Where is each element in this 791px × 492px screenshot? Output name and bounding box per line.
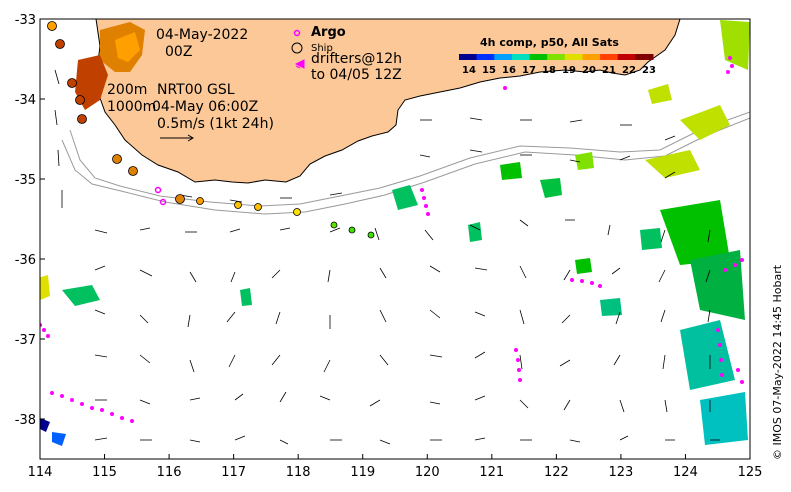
plot-frame bbox=[39, 18, 751, 460]
ship-track bbox=[47, 21, 375, 239]
x-tick-label: 114 bbox=[28, 465, 53, 480]
isobath-200m bbox=[69, 111, 750, 207]
colorbar-swatch bbox=[635, 54, 654, 60]
x-tick-label: 118 bbox=[286, 465, 311, 480]
x-tick-label: 123 bbox=[608, 465, 633, 480]
colorbar-swatch bbox=[494, 54, 513, 60]
drifters-legend-label2: to 04/05 12Z bbox=[311, 67, 402, 83]
x-tick-label: 120 bbox=[415, 465, 440, 480]
y-tick-label: -34 bbox=[15, 93, 36, 108]
colorbar-swatch bbox=[476, 54, 495, 60]
sst-patches bbox=[40, 20, 750, 446]
colorbar-swatch bbox=[564, 54, 583, 60]
scale-arrow bbox=[160, 134, 194, 142]
drifter-legend-icon bbox=[294, 59, 305, 69]
y-tick-label: -38 bbox=[15, 413, 36, 428]
sst-colorbar: 14 15 16 17 18 19 20 21 22 23 bbox=[459, 54, 656, 76]
y-tick-label: -35 bbox=[15, 173, 36, 188]
isobath-1000m bbox=[61, 117, 750, 215]
credit-text: © IMOS 07-May-2022 14:45 Hobart bbox=[771, 264, 784, 460]
colorbar-swatch bbox=[600, 54, 619, 60]
y-tick-label: -33 bbox=[15, 13, 36, 28]
colorbar-swatch bbox=[511, 54, 531, 60]
scale-label: 0.5m/s (1kt 24h) bbox=[157, 116, 274, 132]
x-tick-label: 121 bbox=[479, 465, 504, 480]
depth200-label: 200m bbox=[107, 82, 148, 98]
product-time-label: 04-May 06:00Z bbox=[152, 99, 259, 115]
colorbar-tick-label: 21 bbox=[602, 65, 616, 76]
x-axis: 114 115 116 117 118 119 120 121 122 123 124 125 bbox=[28, 454, 763, 480]
colorbar-tick-label: 19 bbox=[562, 65, 576, 76]
colorbar-tick-label: 20 bbox=[582, 65, 596, 76]
colorbar-tick-label: 18 bbox=[542, 65, 556, 76]
drifters-legend-label1: drifters@12h bbox=[311, 51, 403, 67]
y-axis: -33 -34 -35 -36 -37 -38 bbox=[15, 13, 45, 428]
x-tick-label: 125 bbox=[738, 465, 763, 480]
colorbar-swatch bbox=[547, 54, 566, 60]
hour-label: 00Z bbox=[165, 44, 193, 60]
x-tick-label: 122 bbox=[544, 465, 569, 480]
colorbar-tick-label: 15 bbox=[482, 65, 496, 76]
colorbar-swatch bbox=[459, 54, 478, 60]
x-tick-label: 124 bbox=[673, 465, 698, 480]
ship-legend-label: Ship bbox=[311, 43, 333, 54]
colorbar-tick-label: 14 bbox=[462, 65, 476, 76]
colorbar-tick-label: 17 bbox=[522, 65, 536, 76]
colorbar-tick-label: 23 bbox=[642, 65, 656, 76]
colorbar-swatch bbox=[617, 54, 636, 60]
x-tick-label: 119 bbox=[350, 465, 375, 480]
current-vectors bbox=[54, 69, 720, 445]
x-tick-label: 116 bbox=[157, 465, 182, 480]
colorbar-tick-label: 22 bbox=[622, 65, 636, 76]
colorbar-title: 4h comp, p50, All Sats bbox=[480, 36, 619, 49]
colorbar-swatch bbox=[582, 54, 601, 60]
y-tick-label: -36 bbox=[15, 253, 36, 268]
y-tick-label: -37 bbox=[15, 333, 36, 348]
x-tick-label: 115 bbox=[92, 465, 117, 480]
argo-legend-icon bbox=[293, 29, 301, 37]
depth1000-label: 1000m bbox=[107, 99, 157, 115]
argo-legend-label: Argo bbox=[311, 25, 346, 40]
colorbar-tick-label: 16 bbox=[502, 65, 516, 76]
drifter-tracks bbox=[40, 56, 744, 423]
argo-floats bbox=[154, 186, 167, 206]
colorbar-swatch bbox=[529, 54, 548, 60]
x-tick-label: 117 bbox=[221, 465, 246, 480]
date-label: 04-May-2022 bbox=[156, 27, 249, 43]
ship-legend-icon bbox=[291, 42, 303, 54]
product-label: NRT00 GSL bbox=[157, 82, 235, 98]
